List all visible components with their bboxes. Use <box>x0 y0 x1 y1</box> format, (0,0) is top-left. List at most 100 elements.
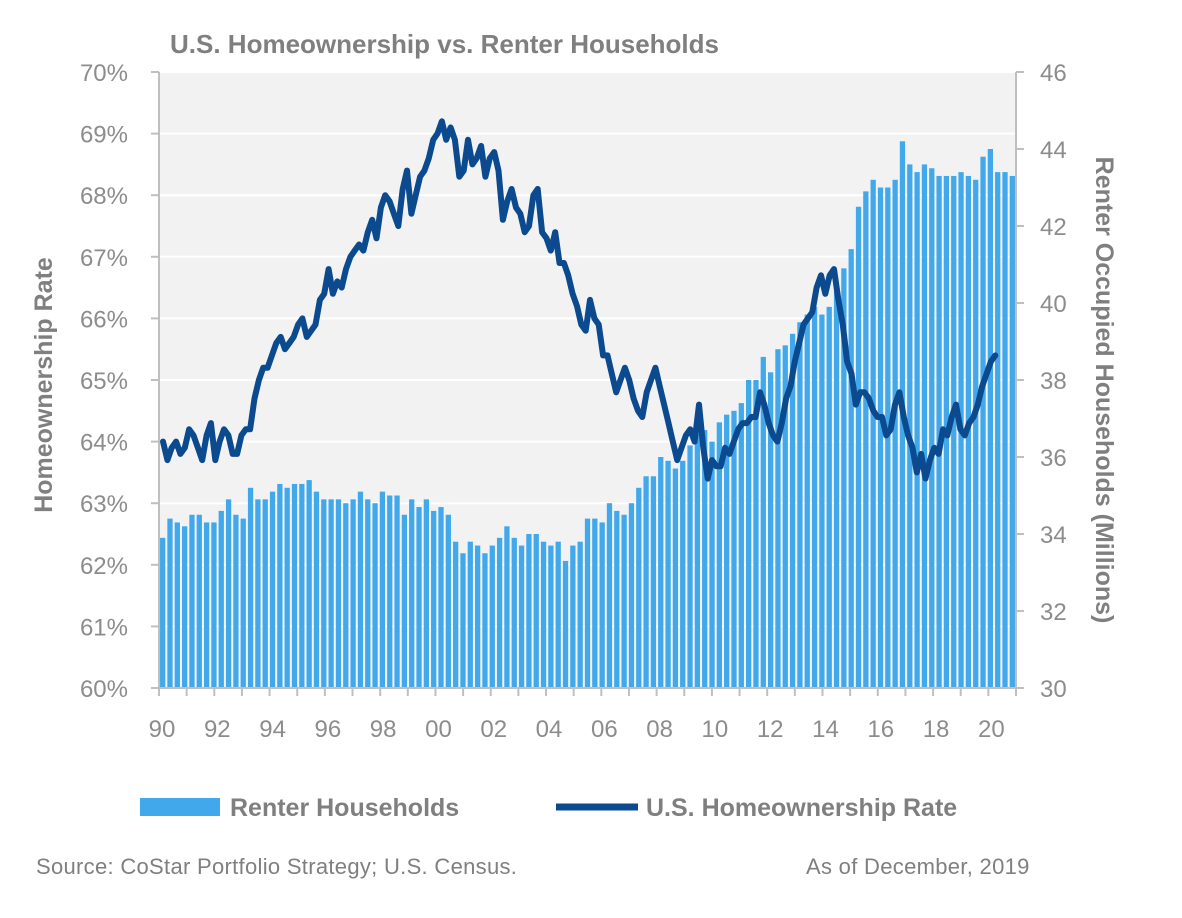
right-tick-label: 34 <box>1040 522 1067 549</box>
renter-households-bar <box>716 422 722 688</box>
right-tick-label: 44 <box>1040 137 1067 164</box>
renter-households-bar <box>284 487 290 688</box>
renter-households-bar <box>453 541 459 688</box>
x-tick-label: 04 <box>536 716 563 743</box>
renter-households-bar <box>870 179 876 689</box>
left-tick-label: 61% <box>80 614 128 641</box>
renter-households-bar <box>518 545 525 688</box>
renter-households-bar <box>892 179 898 689</box>
renter-households-bar <box>980 156 986 688</box>
renter-households-bar <box>496 537 503 688</box>
renter-households-bar <box>584 518 591 688</box>
renter-households-bar <box>1009 175 1015 688</box>
renter-households-bar <box>570 545 576 688</box>
renter-households-bar <box>775 349 781 688</box>
renter-households-bar <box>160 537 166 688</box>
renter-households-bar <box>335 499 342 688</box>
renter-households-bar <box>203 522 210 688</box>
renter-households-bar <box>702 430 708 688</box>
right-tick-label: 32 <box>1040 599 1067 626</box>
right-axis-tick-labels: 30 32 34 36 38 40 42 44 46 <box>1016 60 1067 703</box>
renter-households-bar <box>401 514 408 688</box>
x-tick-label: 18 <box>923 716 950 743</box>
renter-households-bar <box>313 491 320 688</box>
renter-households-bar <box>540 541 547 688</box>
renter-households-bar <box>738 403 744 688</box>
renter-households-bar <box>533 534 539 688</box>
left-axis-tick-labels: 60% 61% 62% 63% 64% 65% 66% 67% 68% 69% 70% <box>80 60 159 703</box>
left-tick-label: 63% <box>80 491 128 518</box>
renter-households-bar <box>504 526 510 688</box>
renter-households-bar <box>181 526 188 688</box>
x-tick-label: 90 <box>149 716 176 743</box>
left-tick-label: 62% <box>80 553 128 580</box>
renter-households-bar <box>643 476 649 688</box>
renter-households-bar <box>299 483 305 688</box>
x-tick-label: 14 <box>812 716 839 743</box>
renter-households-bar <box>797 322 803 688</box>
right-axis-title: Renter Occupied Households (Millions) <box>1090 157 1118 624</box>
x-tick-label: 12 <box>757 716 784 743</box>
renter-households-bar <box>211 522 217 688</box>
renter-households-bar <box>467 541 473 688</box>
renter-households-bar <box>306 480 312 688</box>
renter-households-bar <box>1002 172 1008 689</box>
renter-households-bar <box>936 175 942 688</box>
renter-households-bar <box>687 445 693 688</box>
renter-households-bar <box>724 414 730 688</box>
renter-households-bar <box>350 499 356 688</box>
renter-households-bar <box>731 410 737 688</box>
renter-households-bar <box>431 510 437 688</box>
left-tick-label: 66% <box>80 306 128 333</box>
homeownership-rate-line <box>160 118 999 482</box>
renter-households-bar <box>269 491 276 688</box>
legend-label-renter-households: Renter Households <box>230 794 459 822</box>
renter-households-bar <box>760 356 766 688</box>
renter-households-bar <box>709 441 715 688</box>
right-tick-label: 30 <box>1040 676 1067 703</box>
renter-households-bar <box>409 499 415 688</box>
chart-title: U.S. Homeownership vs. Renter Households <box>170 29 719 59</box>
left-axis-title: Homeownership Rate <box>30 257 58 513</box>
x-tick-label: 92 <box>204 716 231 743</box>
legend-label-homeownership-rate: U.S. Homeownership Rate <box>646 794 957 822</box>
renter-households-bar <box>548 545 554 688</box>
legend: Renter Households U.S. Homeownership Rat… <box>140 794 957 822</box>
as-of-note: As of December, 2019 <box>806 854 1030 879</box>
renter-households-bar <box>621 514 627 688</box>
left-tick-label: 67% <box>80 245 128 272</box>
renter-households-bar <box>379 491 386 688</box>
renter-households-bar <box>577 541 583 688</box>
renter-households-bar <box>394 495 400 688</box>
x-tick-label: 98 <box>370 716 397 743</box>
renter-households-bar <box>819 314 825 688</box>
renter-households-bar <box>650 476 657 688</box>
left-tick-label: 64% <box>80 430 128 457</box>
renter-households-bar <box>174 522 180 688</box>
renter-households-bar <box>262 499 268 688</box>
renter-households-bar <box>826 306 832 688</box>
right-tick-label: 36 <box>1040 445 1067 472</box>
left-tick-label: 60% <box>80 676 128 703</box>
renter-households-bar <box>672 468 679 688</box>
source-note: Source: CoStar Portfolio Strategy; U.S. … <box>36 854 518 879</box>
x-tick-label: 20 <box>978 716 1005 743</box>
renter-households-bar <box>833 287 840 688</box>
renter-households-bar <box>658 457 664 688</box>
renter-households-bar <box>240 518 246 688</box>
renter-households-bar <box>841 268 847 688</box>
x-tick-label: 06 <box>591 716 618 743</box>
renter-households-bar <box>526 534 532 688</box>
renter-households-bar <box>877 187 884 688</box>
renter-households-bar <box>225 499 232 688</box>
left-tick-label: 65% <box>80 368 128 395</box>
legend-swatch-renter-households <box>140 798 220 816</box>
renter-households-bar <box>365 499 371 688</box>
x-tick-label: 00 <box>425 716 452 743</box>
renter-households-bar <box>562 560 569 688</box>
x-tick-label: 96 <box>315 716 342 743</box>
renter-households-bar <box>189 514 195 688</box>
renter-households-bar <box>921 164 928 688</box>
renter-households-bar <box>511 537 517 688</box>
